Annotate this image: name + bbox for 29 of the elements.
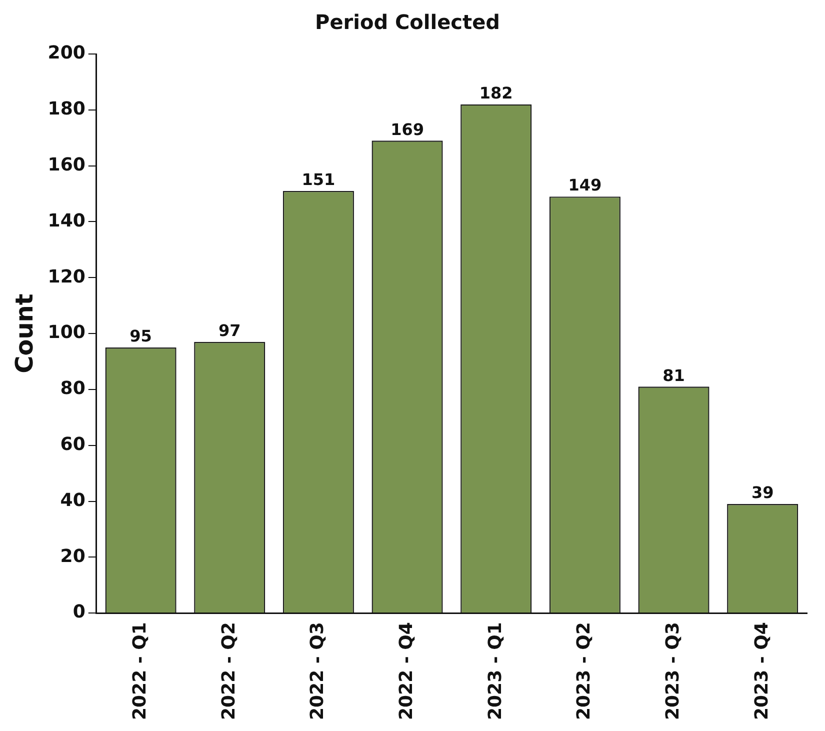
y-tick-label: 160 <box>48 154 86 176</box>
y-tick-label: 0 <box>72 602 86 623</box>
x-tick-label: 2023 - Q3 <box>662 622 684 720</box>
y-tick-label: 60 <box>60 434 86 456</box>
y-tick-label: 20 <box>60 546 86 567</box>
data-label: 97 <box>218 321 241 340</box>
y-tick-label: 140 <box>48 210 86 232</box>
x-tick-label: 2023 - Q4 <box>751 622 772 720</box>
data-label: 182 <box>479 83 513 102</box>
data-label: 95 <box>130 326 152 346</box>
x-tick-label: 2022 - Q4 <box>396 622 417 720</box>
data-label: 169 <box>390 120 424 139</box>
data-label: 39 <box>751 483 774 502</box>
x-tick-label: 2022 - Q3 <box>307 622 328 720</box>
y-tick-label: 40 <box>60 490 86 511</box>
data-label: 81 <box>662 366 685 385</box>
y-axis-title: Count <box>10 294 39 374</box>
x-tick-label: 2023 - Q2 <box>574 622 595 720</box>
y-tick-label: 200 <box>48 42 86 64</box>
data-label: 151 <box>302 170 336 190</box>
y-tick-label: 180 <box>48 98 86 120</box>
y-tick-label: 100 <box>48 322 86 344</box>
data-label: 149 <box>568 176 602 195</box>
y-tick-label: 80 <box>60 378 86 400</box>
chart-title: Period Collected <box>315 10 500 34</box>
x-tick-label: 2023 - Q1 <box>484 622 506 720</box>
x-tick-label: 2022 - Q1 <box>129 622 150 720</box>
x-tick-label: 2022 - Q2 <box>218 622 240 720</box>
y-tick-label: 120 <box>48 266 86 288</box>
